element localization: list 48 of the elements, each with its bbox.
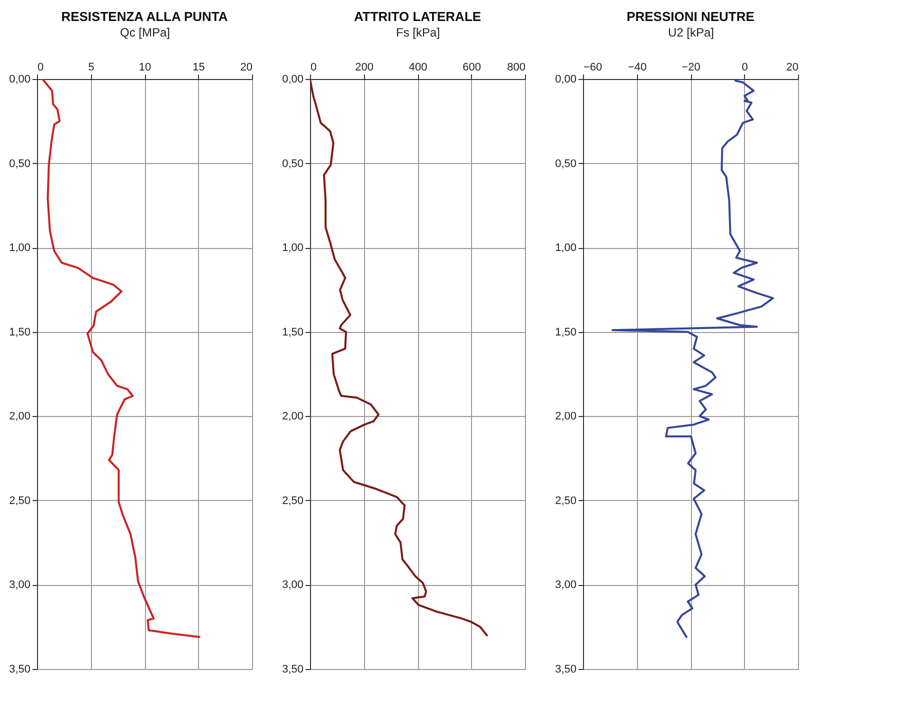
x-axis-title: U2 [kPa] [668,26,714,40]
y-tick-label: 2,00 [555,410,576,423]
y-tick-label: 0,50 [555,158,576,170]
y-tick-label: 1,50 [9,326,30,338]
x-tick-label: 600 [462,62,481,74]
x-tick-label: −60 [584,62,602,74]
x-axis-title: Qc [MPa] [120,26,170,40]
y-tick-label: 3,50 [282,664,304,676]
x-tick-label: 0 [310,62,317,74]
y-tick-label: 0,50 [9,158,30,170]
y-tick-label: 2,00 [282,410,304,423]
x-tick-label: −20 [682,62,700,74]
x-tick-label: 200 [355,62,374,74]
x-tick-label: 0 [38,62,44,74]
x-tick-label: 10 [138,62,152,74]
x-tick-label: 20 [786,62,798,74]
y-tick-label: 2,50 [555,494,576,507]
line-series [310,79,488,636]
x-tick-label: 400 [408,62,428,74]
chart-title: PRESSIONI NEUTRE [626,9,755,24]
y-tick-label: 3,00 [282,579,304,592]
y-tick-label: 0,50 [282,158,304,170]
x-tick-label: 5 [88,62,94,74]
x-tick-label: −40 [628,62,647,74]
y-tick-label: 2,00 [9,410,30,423]
chart-title: RESISTENZA ALLA PUNTA [61,9,228,24]
y-tick-label: 1,00 [282,242,304,254]
y-tick-label: 0,00 [282,74,304,86]
line-series [612,80,774,638]
y-tick-label: 3,00 [9,579,30,592]
y-tick-label: 0,00 [9,74,30,86]
x-axis-title: Fs [kPa] [396,26,440,40]
y-tick-label: 1,00 [555,242,576,254]
y-tick-label: 1,00 [9,242,30,254]
y-tick-label: 3,50 [555,664,576,676]
y-tick-label: 0,00 [555,74,576,86]
y-tick-label: 3,00 [555,579,576,592]
y-tick-label: 1,50 [282,326,304,338]
x-tick-label: 15 [192,62,205,74]
y-tick-label: 2,50 [282,494,304,507]
y-tick-label: 1,50 [555,326,576,338]
line-series [41,79,200,638]
y-tick-label: 3,50 [9,664,30,676]
chart-title: ATTRITO LATERALE [354,9,482,24]
y-tick-label: 2,50 [9,494,30,507]
x-tick-label: 20 [240,62,252,74]
x-tick-label: 0 [742,62,748,74]
x-tick-label: 800 [507,62,526,74]
